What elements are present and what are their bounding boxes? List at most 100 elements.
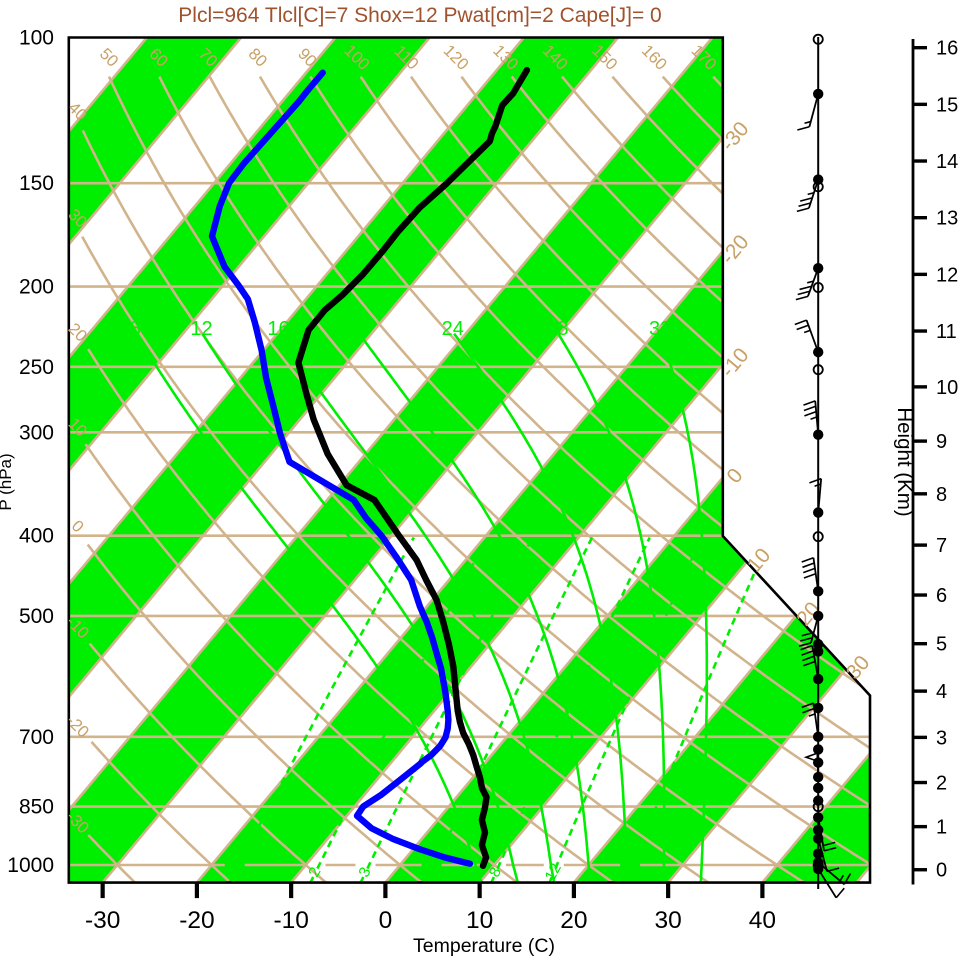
wind-barb-half-feather xyxy=(806,280,814,284)
moist-adiabat-label: 24 xyxy=(442,318,464,340)
wind-barb-feather xyxy=(802,655,815,662)
pressure-tick-label: 850 xyxy=(19,796,54,819)
dry-adiabat xyxy=(611,75,871,883)
height-tick-label: 15 xyxy=(936,94,958,116)
wind-barb-feather xyxy=(797,125,810,131)
mixing-ratio-label: 12 xyxy=(542,861,565,884)
dry-adiabat xyxy=(258,75,871,883)
height-tick-label: 8 xyxy=(936,484,947,506)
mixing-ratio-label: 3 xyxy=(356,865,375,881)
green-band xyxy=(68,37,619,883)
wind-barb-feather xyxy=(823,846,837,852)
moist-adiabat xyxy=(135,333,483,883)
dry-adiabat xyxy=(158,76,871,883)
temperature-tick-label: -20 xyxy=(179,907,214,934)
temperature-tick-label: 40 xyxy=(749,907,776,934)
height-tick-label: 10 xyxy=(936,377,958,399)
wind-barb-feather xyxy=(803,405,816,412)
plot-outline xyxy=(67,36,872,884)
dry-adiabat xyxy=(90,741,232,883)
green-band xyxy=(762,37,871,883)
wind-barb-feather xyxy=(803,660,816,667)
wind-barb-feather xyxy=(801,631,814,637)
dry-adiabat-label: 80 xyxy=(245,45,271,71)
dry-adiabat xyxy=(510,75,871,883)
wind-barb-feather xyxy=(835,887,845,899)
dry-adiabat xyxy=(460,75,871,883)
height-axis-title: Height (Km) xyxy=(893,407,916,516)
wind-barb-feather xyxy=(799,197,813,202)
wind-level-dot xyxy=(813,262,824,274)
isotherm-line xyxy=(101,37,808,883)
moist-adiabat-label: 8 xyxy=(130,318,141,340)
dry-adiabat-label: 160 xyxy=(638,42,670,74)
wind-barb-feather xyxy=(802,707,815,714)
green-band xyxy=(573,37,871,883)
pressure-axis-title: P (hPa) xyxy=(0,453,15,510)
wind-barb-feather xyxy=(796,324,809,331)
wind-level-circle xyxy=(812,364,824,376)
moist-adiabat xyxy=(358,332,592,883)
dewpoint-curve xyxy=(208,69,474,867)
wind-barb-feather xyxy=(797,290,810,296)
pressure-tick-label: 500 xyxy=(19,605,54,628)
wind-barb-feather xyxy=(795,295,809,301)
wind-barb-feather xyxy=(804,410,817,417)
wind-barb-feather xyxy=(794,319,807,326)
height-tick-label: 12 xyxy=(936,264,958,286)
isotherm-line xyxy=(68,37,525,883)
wind-level-dot xyxy=(813,639,824,650)
pressure-tick-label: 1000 xyxy=(7,854,54,877)
dry-adiabat xyxy=(87,348,614,883)
background-grid xyxy=(68,37,871,883)
wind-barb-half-feather xyxy=(807,191,815,196)
height-tick-label: 4 xyxy=(936,681,947,703)
height-tick-label: 11 xyxy=(936,321,957,343)
isotherm-line xyxy=(68,37,714,883)
wind-barb-pennant xyxy=(803,751,819,763)
mixing-ratio-label: 20 xyxy=(618,860,641,884)
dry-adiabat xyxy=(208,75,871,883)
wind-level-dot xyxy=(813,744,824,755)
isotherm-line xyxy=(68,37,337,883)
height-tick-label: 2 xyxy=(936,773,947,795)
dry-adiabat xyxy=(309,75,871,883)
wind-barb-feather xyxy=(800,636,813,642)
sounding-curves xyxy=(208,66,531,869)
wind-level-circle xyxy=(812,281,824,293)
dry-adiabat xyxy=(561,75,871,883)
dry-adiabat-label: 50 xyxy=(96,45,122,71)
wind-barb-feather xyxy=(803,572,816,579)
isotherm-line xyxy=(761,37,871,883)
mixing-ratio-line xyxy=(554,536,703,870)
dry-adiabat xyxy=(81,129,805,883)
pressure-tick-label: 200 xyxy=(19,276,54,299)
wind-barb-feather xyxy=(801,702,814,709)
height-tick-label: 3 xyxy=(936,727,947,749)
chart-title: Plcl=964 Tlcl[C]=7 Shox=12 Pwat[cm]=2 Ca… xyxy=(178,4,661,27)
wind-barb-feather xyxy=(843,873,852,885)
dry-adiabat-label: 120 xyxy=(440,42,472,74)
isotherm-line xyxy=(68,37,243,883)
pressure-tick-label: 250 xyxy=(19,356,54,379)
dry-adiabat xyxy=(81,235,710,883)
wind-barb-half-feather xyxy=(810,416,817,420)
wind-level-circle xyxy=(812,531,824,543)
wind-level-dot xyxy=(813,646,824,657)
wind-barb-shaft xyxy=(817,868,837,899)
height-tick-label: 16 xyxy=(936,38,958,60)
pressure-tick-label: 700 xyxy=(19,726,54,749)
mixing-ratio-line xyxy=(496,536,651,870)
moist-adiabat-label: 28 xyxy=(546,318,568,340)
pressure-tick-label: 300 xyxy=(19,421,54,444)
mixing-ratio-line xyxy=(366,536,534,870)
height-tick-label: 13 xyxy=(936,208,958,230)
wind-barb-shaft xyxy=(808,93,820,127)
temperature-tick-label: 10 xyxy=(466,907,493,934)
temperature-tick-label: -10 xyxy=(273,907,308,934)
wind-barb-feather xyxy=(796,207,810,213)
moist-adiabat xyxy=(453,332,629,883)
height-tick-label: 1 xyxy=(936,817,947,839)
height-tick-label: 9 xyxy=(936,431,947,453)
